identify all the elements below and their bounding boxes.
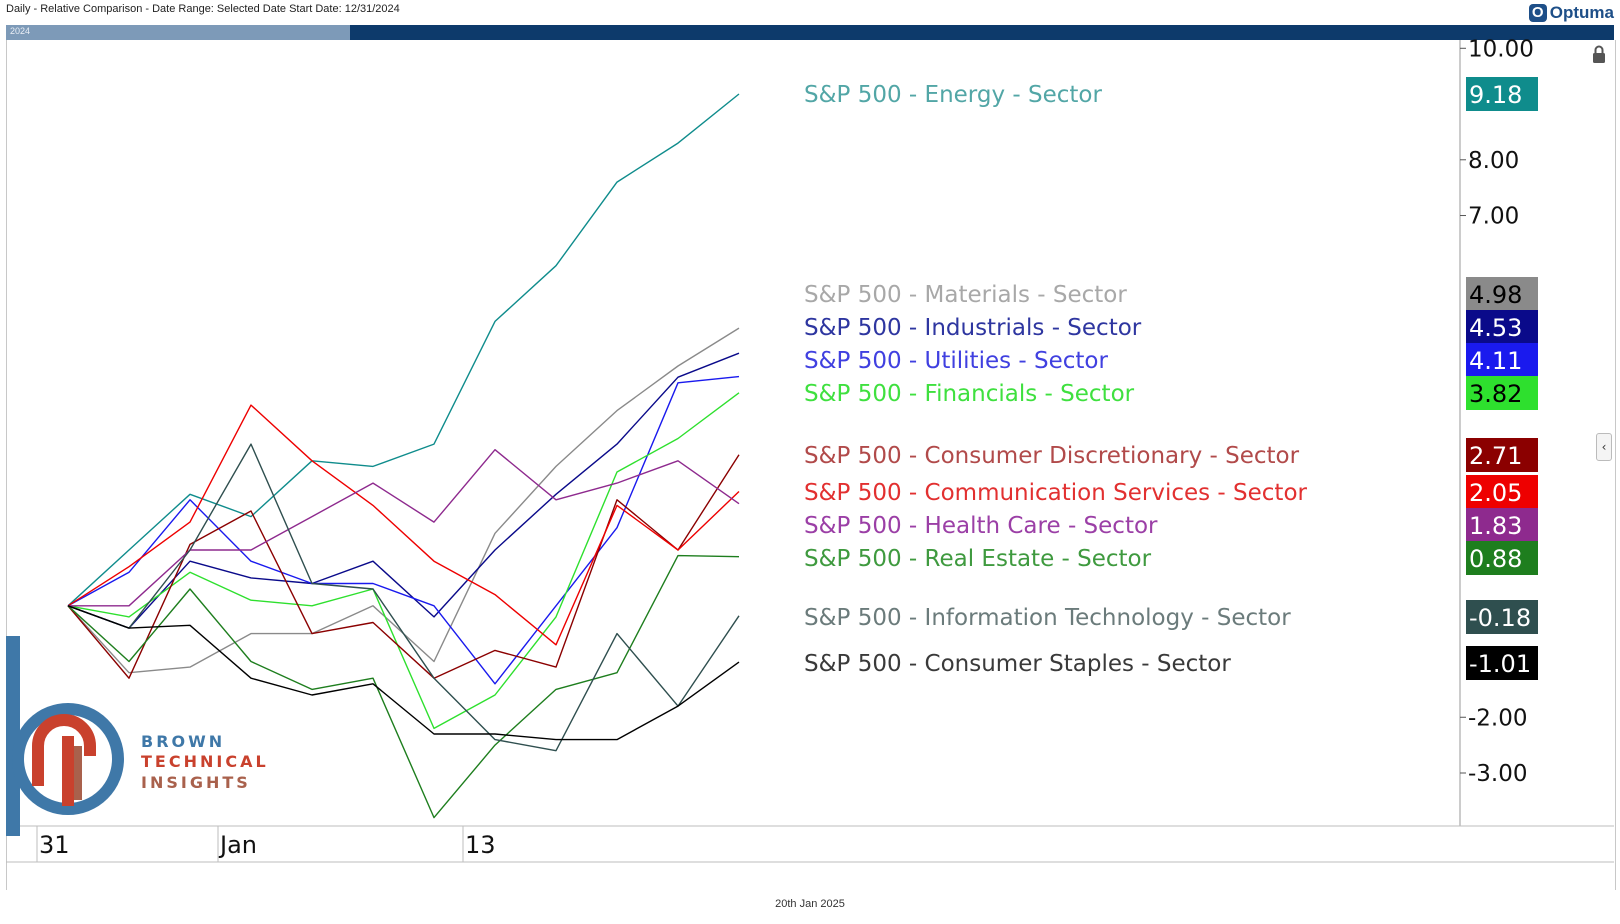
value-badge: [1466, 541, 1538, 575]
y-tick-label: -2.00: [1468, 705, 1528, 731]
value-badge-label: 4.98: [1469, 281, 1522, 309]
series-label: S&P 500 - Utilities - Sector: [804, 348, 1109, 374]
value-badge: [1466, 376, 1538, 410]
value-badge-label: 2.05: [1469, 479, 1522, 507]
y-tick-label: -3.00: [1468, 761, 1528, 787]
series-label: S&P 500 - Consumer Discretionary - Secto…: [804, 443, 1300, 469]
series-line[interactable]: [67, 392, 740, 730]
value-badge-label: 4.11: [1469, 347, 1522, 375]
x-tick-label: 31: [39, 831, 70, 859]
series-label: S&P 500 - Information Technology - Secto…: [804, 605, 1291, 631]
series-line[interactable]: [67, 352, 740, 629]
y-tick-label: 10.00: [1468, 36, 1534, 62]
value-badge: [1466, 600, 1538, 634]
series-line[interactable]: [67, 327, 740, 674]
optuma-logo-icon: O: [1528, 4, 1547, 22]
value-badge-label: 4.53: [1469, 314, 1522, 342]
value-badge: [1466, 646, 1538, 680]
series-line[interactable]: [67, 454, 740, 679]
y-tick-label: 7.00: [1468, 204, 1519, 230]
value-badge-label: 3.82: [1469, 380, 1522, 408]
chart-frame: [6, 40, 1616, 890]
timeline-navigator[interactable]: 2024: [6, 25, 1614, 40]
optuma-brand: O Optuma: [1528, 2, 1614, 24]
collapse-panel-icon[interactable]: ‹: [1596, 433, 1612, 461]
series-label: S&P 500 - Energy - Sector: [804, 82, 1102, 108]
series-line[interactable]: [67, 605, 740, 741]
series-label: S&P 500 - Consumer Staples - Sector: [804, 651, 1231, 677]
logo-text-brown: BROWN: [141, 732, 226, 751]
value-badge: [1466, 310, 1538, 344]
value-badge: [1466, 475, 1538, 509]
value-badge-label: 1.83: [1469, 512, 1522, 540]
series-label: S&P 500 - Real Estate - Sector: [804, 546, 1152, 572]
value-badge-label: -1.01: [1469, 650, 1531, 678]
series-label: S&P 500 - Materials - Sector: [804, 282, 1127, 308]
value-badge: [1466, 508, 1538, 542]
series-line[interactable]: [67, 375, 740, 685]
logo-text-insights: INSIGHTS: [141, 773, 251, 792]
value-badge-label: 9.18: [1469, 81, 1522, 109]
value-badge: [1466, 77, 1538, 111]
series-label: S&P 500 - Health Care - Sector: [804, 513, 1158, 539]
timeline-selection-window[interactable]: [6, 25, 350, 40]
series-line[interactable]: [68, 449, 740, 607]
chart-title: Daily - Relative Comparison - Date Range…: [6, 3, 400, 15]
series-label: S&P 500 - Industrials - Sector: [804, 315, 1142, 341]
logo-mark-icon: [6, 636, 124, 836]
value-badge: [1466, 343, 1538, 377]
x-tick-label: 13: [465, 831, 496, 859]
series-line[interactable]: [67, 404, 740, 646]
series-label: S&P 500 - Communication Services - Secto…: [804, 480, 1308, 506]
brand-name: Optuma: [1549, 3, 1614, 22]
series-line[interactable]: [67, 554, 740, 819]
value-badge: [1466, 438, 1538, 472]
value-badge: [1466, 277, 1538, 311]
timeline-year-label: 2024: [10, 26, 31, 36]
value-badge-label: 0.88: [1469, 545, 1522, 573]
value-badge-label: 2.71: [1469, 442, 1522, 470]
series-line[interactable]: [67, 443, 740, 752]
lock-icon[interactable]: [1590, 44, 1608, 64]
y-tick-label: 8.00: [1468, 148, 1519, 174]
x-tick-label: Jan: [218, 831, 257, 859]
series-label: S&P 500 - Financials - Sector: [804, 381, 1135, 407]
logo-text-technical: TECHNICAL: [141, 752, 269, 771]
footer-date: 20th Jan 2025: [775, 898, 845, 910]
series-line[interactable]: [67, 93, 740, 607]
value-badge-label: -0.18: [1469, 604, 1531, 632]
brown-technical-insights-logo: BROWN TECHNICAL INSIGHTS: [6, 636, 266, 851]
